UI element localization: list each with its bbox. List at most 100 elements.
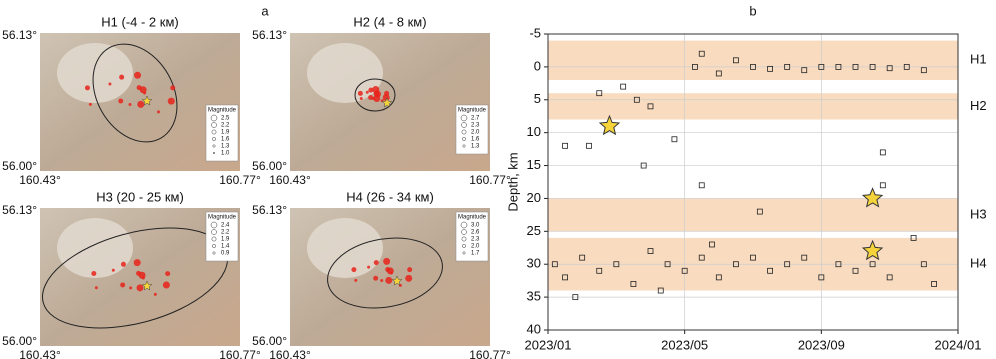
caldera <box>57 218 133 278</box>
lon-label: 160.43° <box>269 173 311 187</box>
event-dot <box>374 260 379 265</box>
x-tick-label: 2024/01 <box>935 337 982 352</box>
legend-item: 1.0 <box>221 151 230 157</box>
lon-label: 160.43° <box>19 173 61 187</box>
event-dot <box>120 282 125 287</box>
event-dot <box>154 293 157 296</box>
panel-label: b <box>749 3 756 18</box>
event-dot <box>118 99 123 104</box>
event-dot <box>380 279 383 282</box>
event-dot <box>384 91 389 96</box>
legend-item: 2.2 <box>221 230 230 236</box>
event-marker <box>587 143 592 148</box>
legend-item: 1.4 <box>221 244 230 250</box>
y-tick-label: 25 <box>527 223 541 238</box>
y-tick-label: 40 <box>527 321 541 336</box>
event-dot <box>95 286 98 289</box>
x-tick-label: 2023/05 <box>661 337 708 352</box>
lat-label: 56.00° <box>252 159 287 173</box>
event-dot <box>89 103 92 106</box>
event-dot <box>373 95 380 102</box>
lon-label: 160.43° <box>269 348 311 359</box>
map-title: H1 (-4 - 2 км) <box>101 14 178 29</box>
event-dot <box>137 101 144 108</box>
legend-item: 2.2 <box>221 123 230 129</box>
event-dot <box>165 271 170 276</box>
lon-label: 160.43° <box>19 348 61 359</box>
event-dot <box>383 258 390 265</box>
legend-item: 1.7 <box>471 251 480 257</box>
legend-item: 2.0 <box>471 244 480 250</box>
y-tick-label: 30 <box>527 256 541 271</box>
caldera <box>307 218 383 278</box>
y-axis-label: Depth, km <box>505 152 520 211</box>
legend-title: Magnitude <box>458 108 487 114</box>
lat-label: 56.00° <box>2 334 37 348</box>
legend-item: 2.0 <box>471 130 480 136</box>
panel-label: a <box>261 3 269 18</box>
event-dot <box>108 83 111 86</box>
legend-item: 1.9 <box>221 130 230 136</box>
event-marker <box>880 150 885 155</box>
legend-item: 2.7 <box>471 116 480 122</box>
legend-item: 1.3 <box>221 144 230 150</box>
event-dot <box>354 279 357 282</box>
event-dot <box>405 275 412 282</box>
band-label: H1 <box>970 52 987 67</box>
event-dot <box>373 276 378 281</box>
map-title: H3 (20 - 25 км) <box>96 189 184 204</box>
band-label: H2 <box>970 98 987 113</box>
legend-item: 1.6 <box>221 137 230 143</box>
event-dot <box>368 88 373 93</box>
event-dot <box>385 267 390 272</box>
lon-label: 160.77° <box>469 348 511 359</box>
legend-item: 2.3 <box>471 237 480 243</box>
legend-item: 0.9 <box>221 251 230 257</box>
event-marker <box>621 84 626 89</box>
event-dot <box>121 262 126 267</box>
y-tick-label: -5 <box>529 25 541 40</box>
event-dot <box>128 103 131 106</box>
event-marker <box>672 137 677 142</box>
event-dot <box>360 97 363 100</box>
lon-label: 160.77° <box>219 348 261 359</box>
caldera <box>307 43 383 103</box>
y-tick-label: 0 <box>534 58 541 73</box>
event-dot <box>351 267 356 272</box>
y-tick-label: 20 <box>527 190 541 205</box>
lat-label: 56.13° <box>2 203 37 217</box>
event-dot <box>129 286 132 289</box>
band-label: H3 <box>970 206 987 221</box>
legend-title: Magnitude <box>458 215 487 221</box>
event-dot <box>112 269 115 272</box>
legend-item: 2.6 <box>471 230 480 236</box>
event-marker <box>563 143 568 148</box>
band-label: H4 <box>970 256 987 271</box>
event-dot <box>134 259 141 266</box>
legend-item: 2.4 <box>221 223 230 229</box>
legend-title: Magnitude <box>208 108 237 114</box>
event-dot <box>367 266 370 269</box>
map-panel: aH1 (-4 - 2 км)56.13°56.00°160.43°160.77… <box>2 3 511 359</box>
event-dot <box>366 91 369 94</box>
lon-label: 160.77° <box>219 173 261 187</box>
event-dot <box>91 271 96 276</box>
event-dot <box>407 267 412 272</box>
event-marker <box>880 183 885 188</box>
y-tick-label: 10 <box>527 124 541 139</box>
y-tick-label: 35 <box>527 289 541 304</box>
event-marker <box>699 183 704 188</box>
legend-item: 3.0 <box>471 223 480 229</box>
legend-item: 1.9 <box>221 237 230 243</box>
lat-label: 56.13° <box>2 28 37 42</box>
event-dot <box>170 85 175 90</box>
figure: aH1 (-4 - 2 км)56.13°56.00°160.43°160.77… <box>0 0 996 359</box>
legend-item: 1.3 <box>471 144 480 150</box>
legend-item: 1.6 <box>471 137 480 143</box>
event-dot <box>136 271 141 276</box>
event-dot <box>119 75 124 80</box>
y-tick-label: 5 <box>534 91 541 106</box>
event-dot <box>385 277 392 284</box>
event-dot <box>136 284 143 291</box>
event-dot <box>168 98 175 105</box>
